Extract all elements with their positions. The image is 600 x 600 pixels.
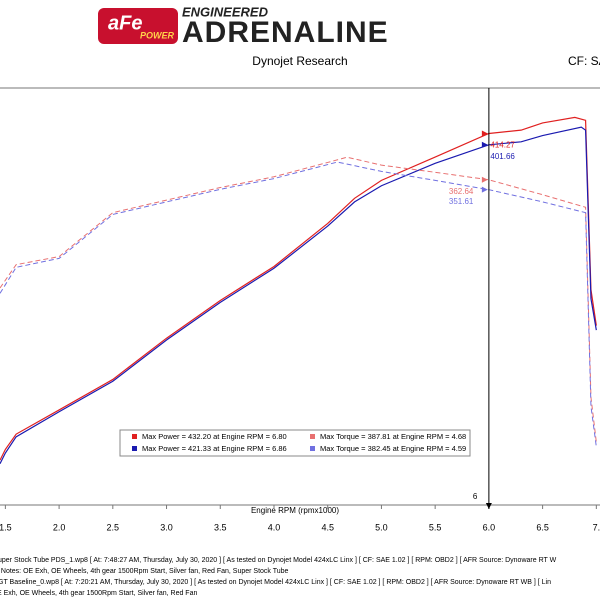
x-tick-label: 5.5 [429,522,442,532]
annotation-arrow [481,141,488,148]
cf-label: CF: SA [568,54,600,68]
annotation-label: 351.61 [449,197,474,206]
x-tick-label: 2.5 [107,522,120,532]
legend-label: Max Power = 421.33 at Engine RPM = 6.86 [142,444,287,453]
annotation-label: 414.27 [490,141,515,150]
tagline-main: ADRENALINE [182,16,389,49]
cursor-arrow [485,503,492,509]
logo-brand: aFe [108,12,142,34]
annotation-arrow [481,130,488,137]
x-tick-label: 7. [593,522,600,532]
series-line [0,126,597,465]
tagline-top: ENGINEERED [182,4,269,19]
x-tick-label: 4.5 [321,522,334,532]
logo-brand-sub: POWER [140,30,175,40]
legend-label: Max Power = 432.20 at Engine RPM = 6.80 [142,432,287,441]
series-line [0,156,597,443]
x-tick-label: 5.0 [375,522,388,532]
legend-label: Max Torque = 387.81 at Engine RPM = 4.68 [320,432,466,441]
annotation-arrow [481,176,488,183]
cursor-label: 6 [473,492,478,501]
legend-label: Max Torque = 382.45 at Engine RPM = 4.59 [320,444,466,453]
x-tick-label: 3.0 [160,522,173,532]
legend-swatch [132,446,137,451]
logo-badge [98,8,178,44]
legend-swatch [310,446,315,451]
x-tick-label: 3.5 [214,522,227,532]
x-tick-label: 4.0 [268,522,281,532]
footer-line: uper Stock Tube PDS_1.wp8 [ At: 7:48:27 … [0,557,557,564]
footer-line: E Exh, OE Wheels, 4th gear 1500Rpm Start… [0,590,197,597]
footer-line: GT Baseline_0.wp8 [ At: 7:20:21 AM, Thur… [0,579,551,586]
x-axis-label: Engine RPM (rpmx1000) [251,506,339,515]
footer-line: ] Notes: OE Exh, OE Wheels, 4th gear 150… [0,568,289,575]
series-line [0,116,597,461]
legend-box [119,429,471,457]
x-tick-label: 6.5 [536,522,549,532]
chart-title: Dynojet Research [252,54,347,68]
series-line [0,161,597,447]
legend-swatch [310,434,315,439]
annotation-arrow [481,186,488,193]
x-tick-label: 6.0 [483,522,496,532]
x-tick-label: 1.5 [0,522,12,532]
annotation-label: 401.66 [490,152,515,161]
x-tick-label: 2.0 [53,522,66,532]
legend-swatch [132,434,137,439]
annotation-label: 362.64 [449,187,474,196]
